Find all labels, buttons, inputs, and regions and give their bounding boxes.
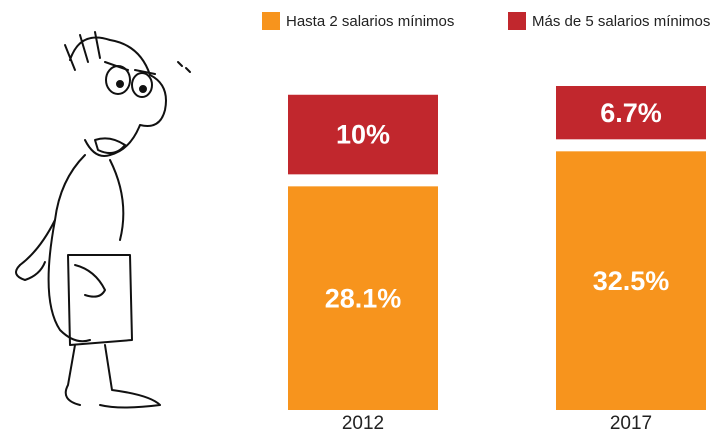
value-label: 10% bbox=[336, 120, 390, 150]
legend-swatch bbox=[262, 12, 280, 30]
bar-segment bbox=[556, 151, 706, 410]
bar-segment bbox=[288, 186, 438, 410]
x-tick-label: 2012 bbox=[342, 413, 384, 434]
bar-segment bbox=[288, 94, 438, 175]
value-label: 28.1% bbox=[325, 283, 402, 313]
legend-label: Hasta 2 salarios mínimos bbox=[286, 13, 454, 30]
cartoon-illustration bbox=[15, 31, 191, 409]
legend-swatch bbox=[508, 12, 526, 30]
bar-segment bbox=[556, 86, 706, 140]
x-tick-label: 2017 bbox=[610, 413, 652, 434]
value-label: 32.5% bbox=[593, 266, 670, 296]
value-label: 6.7% bbox=[600, 98, 662, 128]
legend-label: Más de 5 salarios mínimos bbox=[532, 13, 710, 30]
